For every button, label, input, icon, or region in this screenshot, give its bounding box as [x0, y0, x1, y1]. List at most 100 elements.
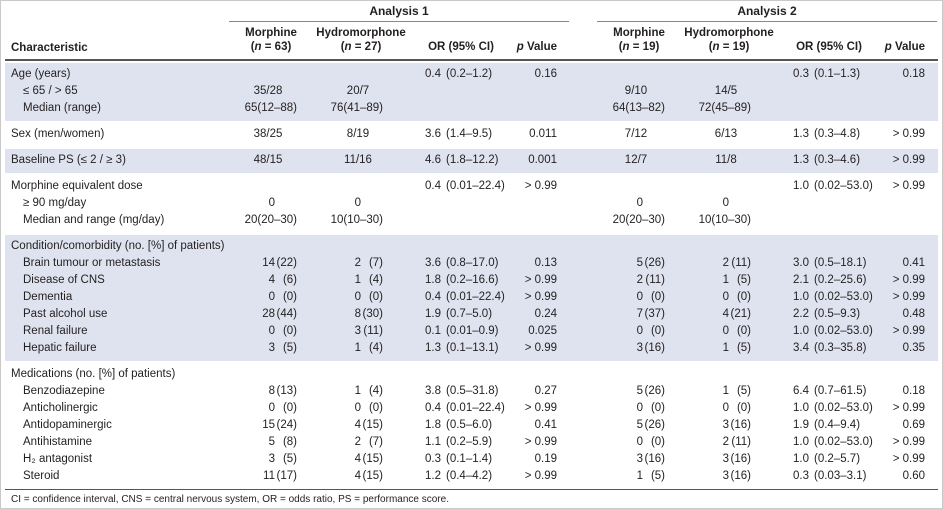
characteristic-header: Characteristic — [11, 42, 88, 54]
a2-hydromorphone-header: Hydromorphone (n = 19) — [681, 27, 777, 54]
row-label: Morphine equivalent dose — [11, 180, 143, 192]
table-row: Sex (men/women) 38/25 8/19 3.6 (1.4–9.5) 0.01… — [5, 126, 938, 143]
row-label: Medications (no. [%] of patients) — [11, 368, 176, 380]
count-value: 10 — [330, 214, 344, 226]
count-percent: (16) — [730, 419, 751, 431]
count-cell: 8 (30) — [313, 306, 409, 323]
analysis-gap — [569, 126, 597, 143]
analysis2-header: Analysis 2 — [597, 4, 937, 22]
count-cell: 4 (15) — [313, 468, 409, 485]
p-value-cell: 0.025 — [528, 325, 557, 337]
p-value-cell: 0.41 — [902, 257, 925, 269]
p-value-cell: 0.19 — [534, 453, 557, 465]
count-percent: (4) — [368, 385, 383, 397]
count-cell: 7 (37) — [597, 306, 681, 323]
count-cell: 7/12 — [597, 126, 681, 143]
table-row: Steroid 11 (17) 4 (15) 1.2 (0.4–4.2) > 0.99 1 (5)… — [5, 468, 938, 485]
or-ci: (0.01–22.4) — [446, 291, 505, 303]
count-percent: (16) — [644, 342, 665, 354]
count-cell: 5 (26) — [597, 383, 681, 400]
p-value-cell: > 0.99 — [892, 325, 925, 337]
count-percent: (11) — [645, 274, 665, 286]
count-percent — [275, 178, 297, 195]
count-value: 3 — [722, 453, 729, 465]
table-body: Age (years) 0.4 (0.2–1.2) 0.16 0.3 (0.1–1.3) 0… — [5, 63, 938, 489]
count-cell: 0 (0) — [229, 323, 313, 340]
count-percent — [275, 238, 297, 255]
or-value: 3.4 — [793, 342, 809, 354]
count-value: 2 — [354, 257, 361, 269]
count-cell — [597, 366, 681, 383]
count-percent: (0) — [650, 325, 665, 337]
or-ci: (0.1–1.4) — [446, 453, 493, 465]
table-row: Benzodiazepine 8 (13) 1 (4) 3.8 (0.5–31.8) 0.27… — [5, 383, 938, 400]
or-ci: (0.2–5.7) — [814, 453, 861, 465]
count-percent: (45–89) — [711, 102, 751, 114]
analysis-gap — [569, 468, 597, 485]
or-ci: (0.4–9.4) — [814, 419, 861, 431]
or-value: 1.0 — [793, 180, 809, 192]
count-cell: 14 (22) — [229, 255, 313, 272]
a1-hydromorphone-header: Hydromorphone (n = 27) — [313, 27, 409, 54]
header-rule — [5, 59, 938, 61]
or-value: 1.9 — [793, 419, 809, 431]
table-section: Condition/comorbidity (no. [%] of patien… — [5, 235, 938, 361]
count-cell: 1 (4) — [313, 383, 409, 400]
or-cell: 0.4 (0.01–22.4) — [409, 178, 513, 195]
or-cell: 0.4 (0.01–22.4) — [409, 289, 513, 306]
or-value: 0.1 — [425, 325, 441, 337]
or-ci: (0.7–61.5) — [814, 385, 867, 397]
count-cell: 2 (11) — [597, 272, 681, 289]
a1-or-header: OR (95% CI) — [428, 40, 494, 53]
count-percent: (15) — [362, 419, 383, 431]
or-cell: 3.6 (1.4–9.5) — [409, 126, 513, 143]
or-value: 0.4 — [425, 291, 441, 303]
or-cell — [409, 366, 513, 383]
or-value — [422, 212, 441, 229]
count-value — [251, 66, 275, 83]
p-value-cell — [513, 100, 569, 117]
count-percent: (0) — [650, 436, 665, 448]
or-value — [422, 100, 441, 117]
count-percent: (17) — [276, 470, 297, 482]
count-percent — [729, 238, 751, 255]
count-value: 2 — [722, 257, 729, 269]
or-ci: (0.3–4.8) — [814, 128, 861, 140]
or-ci: (0.03–3.1) — [814, 470, 867, 482]
table-row: ≥ 90 mg/day 0 0 0 0 — [5, 195, 938, 212]
count-value: 5 — [636, 385, 643, 397]
or-value: 1.9 — [425, 308, 441, 320]
count-percent: (13) — [276, 385, 297, 397]
p-value-cell: 0.24 — [534, 308, 557, 320]
or-value: 4.6 — [425, 154, 441, 166]
count-value: 0 — [354, 197, 361, 209]
row-label: Renal failure — [23, 325, 88, 337]
p-value-cell: 0.41 — [534, 419, 557, 431]
count-cell: 48/15 — [229, 152, 313, 169]
or-cell: 3.0 (0.5–18.1) — [777, 255, 881, 272]
count-value: 14/5 — [714, 85, 738, 97]
or-value: 1.2 — [425, 470, 441, 482]
or-cell — [777, 238, 881, 255]
count-cell — [597, 178, 681, 195]
count-value: 0 — [722, 197, 729, 209]
or-value: 1.8 — [425, 419, 441, 431]
count-cell: 35/28 — [229, 83, 313, 100]
count-percent: (0) — [650, 402, 665, 414]
or-ci: (0.01–22.4) — [446, 180, 505, 192]
or-ci: (0.3–35.8) — [814, 342, 867, 354]
or-ci: (0.5–18.1) — [814, 257, 867, 269]
count-cell: 76 (41–89) — [313, 100, 409, 117]
row-label: Dementia — [23, 291, 73, 303]
count-cell: 2 (7) — [313, 255, 409, 272]
count-value — [705, 366, 729, 383]
or-value — [422, 195, 441, 212]
count-cell — [229, 178, 313, 195]
analysis-gap — [569, 212, 597, 229]
count-percent — [729, 366, 751, 383]
count-percent: (16) — [730, 470, 751, 482]
count-cell: 2 (7) — [313, 434, 409, 451]
row-label: Baseline PS (≤ 2 / ≥ 3) — [11, 154, 126, 166]
count-percent — [729, 178, 751, 195]
count-cell — [681, 178, 777, 195]
